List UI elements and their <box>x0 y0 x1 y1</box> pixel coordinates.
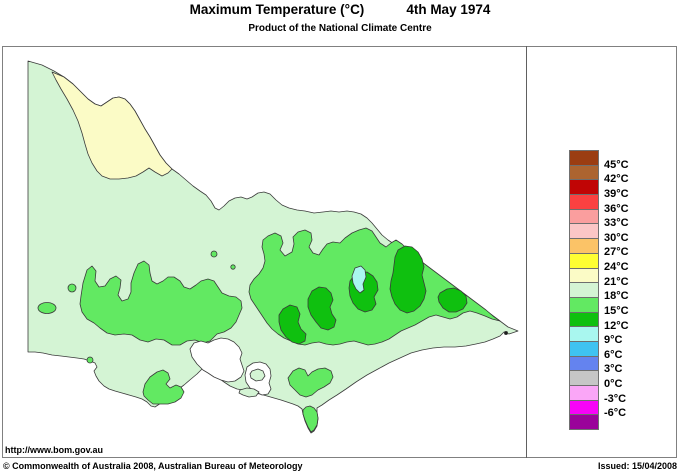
port-phillip-bay <box>189 337 245 383</box>
region-9-12-alpine <box>351 265 367 294</box>
region-15-18-south-gippsland <box>287 367 334 398</box>
region-15-18-dot-2 <box>86 356 94 364</box>
region-15-18-dot-4 <box>230 264 236 270</box>
legend-cell <box>570 252 598 268</box>
legend-cell <box>570 385 598 400</box>
victoria-temperature-map <box>27 60 519 434</box>
legend-cell <box>570 355 598 371</box>
legend-panel-divider <box>526 46 527 458</box>
region-12-15-e <box>437 287 468 313</box>
legend-labels: 45°C 42°C 39°C 36°C 33°C 30°C 27°C 24°C 21°C 18°C… <box>604 150 664 430</box>
legend-cell <box>570 223 598 239</box>
page-title: Maximum Temperature (°C) 4th May 1974 <box>0 2 680 17</box>
footer-issued-date: Issued: 15/04/2008 <box>597 461 677 471</box>
title-date: 4th May 1974 <box>406 2 491 17</box>
region-15-18-dot-far-west <box>37 302 57 314</box>
region-12-15-a <box>278 304 307 345</box>
legend-label: 36°C <box>604 202 629 215</box>
legend-cell <box>570 194 598 209</box>
region-12-15-d <box>389 245 427 314</box>
legend-label: 45°C <box>604 158 629 171</box>
legend-label: 42°C <box>604 173 629 186</box>
title-text: Maximum Temperature (°C) <box>189 2 365 17</box>
legend-cell <box>570 151 598 165</box>
legend-cell <box>570 399 598 415</box>
legend-label: 6°C <box>604 348 623 361</box>
legend-label: 15°C <box>604 304 629 317</box>
legend-label: 0°C <box>604 378 623 391</box>
legend-cell <box>570 311 598 327</box>
region-15-18-dot-3 <box>210 250 218 258</box>
footer-copyright: © Commonwealth of Australia 2008, Austra… <box>3 461 303 471</box>
legend-label: 9°C <box>604 334 623 347</box>
legend-cell <box>570 340 598 356</box>
legend-label: 12°C <box>604 319 629 332</box>
region-12-15-b <box>307 286 337 331</box>
region-15-18-dot-1 <box>67 283 77 293</box>
legend-cell <box>570 370 598 385</box>
footer-url: http://www.bom.gov.au <box>5 445 103 455</box>
region-15-18-west <box>79 260 243 346</box>
legend-cell <box>570 414 598 430</box>
legend-cell <box>570 238 598 253</box>
region-15-18-wilsons-prom <box>302 405 319 433</box>
mallacoota-dot <box>503 330 508 335</box>
legend-cell <box>570 282 598 297</box>
phillip-island <box>238 387 260 398</box>
legend-cell <box>570 296 598 312</box>
legend-cell <box>570 208 598 224</box>
legend-label: 18°C <box>604 290 629 303</box>
legend-cell <box>570 326 598 341</box>
legend-bar <box>569 150 599 430</box>
subtitle-text: Product of the National Climate Centre <box>248 23 432 34</box>
legend-label: 3°C <box>604 363 623 376</box>
legend-label: 27°C <box>604 246 629 259</box>
legend-cell <box>570 267 598 283</box>
french-island <box>249 368 266 382</box>
legend-cell <box>570 179 598 195</box>
region-15-18-otway <box>142 369 185 405</box>
legend-label: 33°C <box>604 217 629 230</box>
legend-cell <box>570 164 598 180</box>
legend-label: 21°C <box>604 275 629 288</box>
legend-label: 39°C <box>604 187 629 200</box>
region-21-24-northwest <box>51 71 173 180</box>
legend-label: -6°C <box>604 407 627 420</box>
legend-label: -3°C <box>604 392 627 405</box>
legend-label: 30°C <box>604 231 629 244</box>
legend-label: 24°C <box>604 261 629 274</box>
